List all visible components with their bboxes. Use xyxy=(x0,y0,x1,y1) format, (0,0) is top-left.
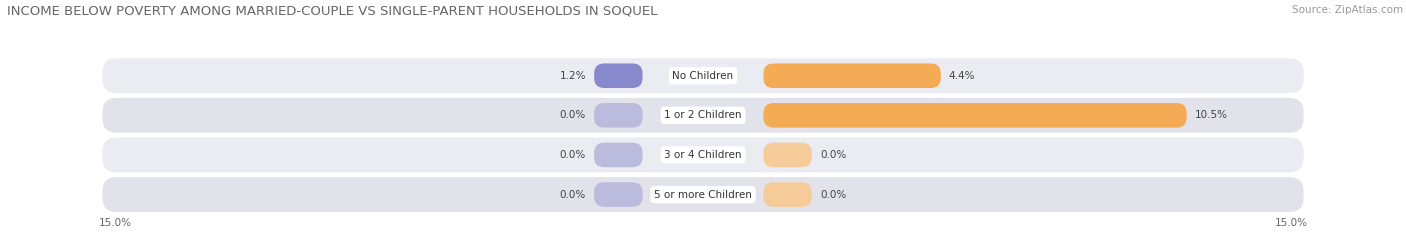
Text: 15.0%: 15.0% xyxy=(98,218,131,228)
FancyBboxPatch shape xyxy=(103,177,1303,212)
Text: 0.0%: 0.0% xyxy=(560,110,586,120)
Text: 0.0%: 0.0% xyxy=(560,190,586,199)
Text: 1 or 2 Children: 1 or 2 Children xyxy=(664,110,742,120)
Text: 1.2%: 1.2% xyxy=(560,71,586,81)
FancyBboxPatch shape xyxy=(103,58,1303,93)
FancyBboxPatch shape xyxy=(763,103,1187,128)
FancyBboxPatch shape xyxy=(763,182,811,207)
Text: No Children: No Children xyxy=(672,71,734,81)
FancyBboxPatch shape xyxy=(595,103,643,128)
Text: 0.0%: 0.0% xyxy=(820,150,846,160)
Text: 0.0%: 0.0% xyxy=(560,150,586,160)
FancyBboxPatch shape xyxy=(595,143,643,167)
FancyBboxPatch shape xyxy=(595,63,643,88)
Text: 4.4%: 4.4% xyxy=(949,71,976,81)
Text: Source: ZipAtlas.com: Source: ZipAtlas.com xyxy=(1292,5,1403,15)
FancyBboxPatch shape xyxy=(763,143,811,167)
FancyBboxPatch shape xyxy=(103,98,1303,133)
Text: 5 or more Children: 5 or more Children xyxy=(654,190,752,199)
Text: 0.0%: 0.0% xyxy=(820,190,846,199)
Text: 10.5%: 10.5% xyxy=(1195,110,1227,120)
Text: 15.0%: 15.0% xyxy=(1275,218,1308,228)
Text: 3 or 4 Children: 3 or 4 Children xyxy=(664,150,742,160)
Text: INCOME BELOW POVERTY AMONG MARRIED-COUPLE VS SINGLE-PARENT HOUSEHOLDS IN SOQUEL: INCOME BELOW POVERTY AMONG MARRIED-COUPL… xyxy=(7,5,658,18)
FancyBboxPatch shape xyxy=(763,63,941,88)
FancyBboxPatch shape xyxy=(595,182,643,207)
FancyBboxPatch shape xyxy=(103,137,1303,172)
